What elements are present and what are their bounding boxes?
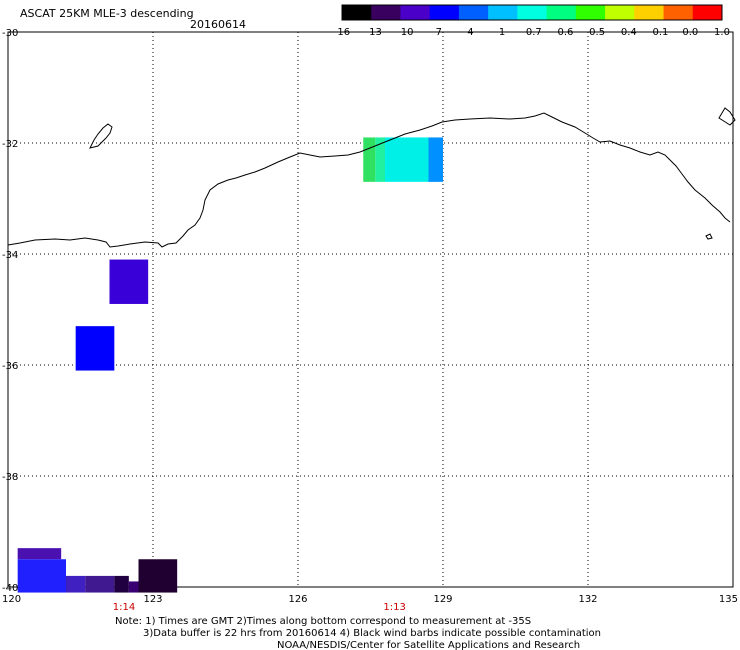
footer-note-3: NOAA/NESDIS/Center for Satellite Applica… <box>277 640 580 650</box>
colorbar-swatch <box>575 5 606 20</box>
wind-cells <box>17 137 443 593</box>
map-title: ASCAT 25KM MLE-3 descending <box>20 7 194 20</box>
colorbar: -16 -13 -10 -7 -4 -1 -0.7 -0.6 -0.5 -0.4 -0.1 0.0 1.… <box>334 4 730 38</box>
island-small <box>705 233 713 240</box>
wind-cell <box>375 137 385 182</box>
wind-cell <box>363 137 376 182</box>
lat-tick-label: -30 <box>2 28 18 39</box>
colorbar-swatch <box>663 5 694 20</box>
island-outline-east <box>718 107 736 126</box>
footer-note-1: Note: 1) Times are GMT 2)Times along bot… <box>115 616 531 627</box>
wind-cell <box>428 137 443 182</box>
coastline <box>7 112 731 248</box>
colorbar-swatch <box>488 5 518 20</box>
wind-cell <box>109 259 149 304</box>
pass-times: 1:14 1:13 <box>113 602 406 613</box>
map-date: 20160614 <box>190 18 246 31</box>
wind-cell <box>385 137 429 182</box>
wind-cell <box>114 575 129 593</box>
wind-cell <box>17 548 62 560</box>
lon-tick-label: 120 <box>2 594 21 605</box>
lon-tick-label: 129 <box>433 594 452 605</box>
lat-tick-label: -36 <box>2 361 18 372</box>
lat-tick-label: -38 <box>2 472 18 483</box>
lon-tick-label: 132 <box>578 594 597 605</box>
colorbar-swatch <box>634 5 665 20</box>
wind-cell <box>128 581 139 593</box>
island-outline <box>89 123 113 149</box>
colorbar-swatch <box>342 5 372 20</box>
colorbar-swatch <box>400 5 431 20</box>
plot-frame <box>7 31 734 588</box>
wind-cell <box>85 575 115 593</box>
lat-tick-label: -40 <box>2 583 18 594</box>
lon-tick-label: 126 <box>288 594 307 605</box>
colorbar-swatch <box>429 5 460 20</box>
colorbar-swatch <box>605 5 635 20</box>
lat-tick-label: -34 <box>2 250 18 261</box>
lon-tick-label: 123 <box>143 594 162 605</box>
axis-labels: 120 123 126 129 132 135 -30 -32 -34 -36 -38 -40 <box>2 28 738 605</box>
colorbar-swatch <box>546 5 577 20</box>
pass-time-label: 1:13 <box>383 602 405 613</box>
colorbar-swatch <box>458 5 489 20</box>
lon-tick-label: 135 <box>719 594 738 605</box>
lat-tick-label: -32 <box>2 139 18 150</box>
wind-cell <box>17 559 67 593</box>
colorbar-swatch <box>692 5 723 20</box>
wind-cell <box>75 326 115 371</box>
colorbar-swatch <box>517 5 548 20</box>
wind-cell <box>66 575 86 593</box>
grid <box>7 31 734 588</box>
colorbar-frame <box>341 4 723 21</box>
footer-note-2: 3)Data buffer is 22 hrs from 20160614 4)… <box>143 628 601 639</box>
colorbar-swatch <box>371 5 401 20</box>
pass-time-label: 1:14 <box>113 602 135 613</box>
wind-cell <box>138 559 178 593</box>
